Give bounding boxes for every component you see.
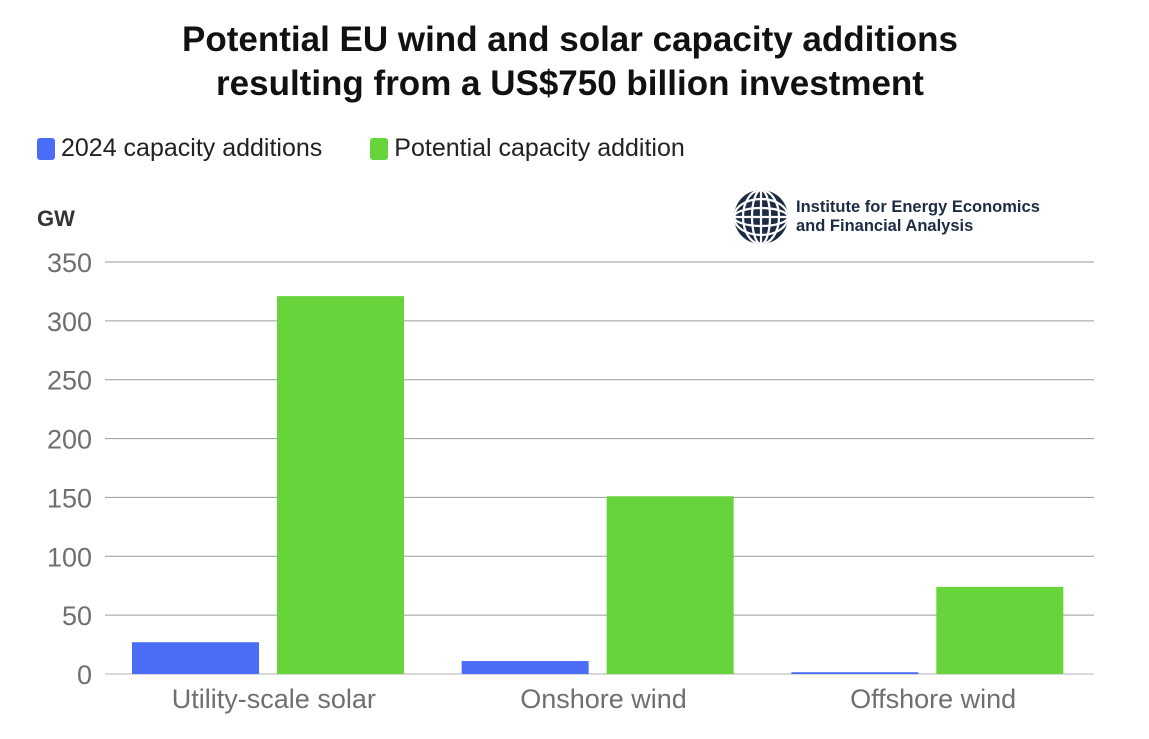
y-tick-label-200: 200 <box>47 425 92 455</box>
logo-text-line-2: and Financial Analysis <box>796 217 974 235</box>
bar-utility-scale-solar-series-2 <box>277 296 404 674</box>
legend-swatch-2024 <box>37 137 55 160</box>
legend-item-potential: Potential capacity addition <box>370 134 685 163</box>
x-category-label-1: Utility-scale solar <box>172 684 376 714</box>
y-tick-label-50: 50 <box>62 601 92 631</box>
legend-item-2024: 2024 capacity additions <box>37 134 322 163</box>
y-axis-unit-label: GW <box>37 206 75 231</box>
y-tick-label-150: 150 <box>47 483 92 513</box>
y-tick-label-250: 250 <box>47 366 92 396</box>
legend-swatch-potential <box>370 137 389 160</box>
y-tick-label-0: 0 <box>77 660 92 690</box>
y-tick-label-100: 100 <box>47 542 92 572</box>
x-category-label-2: Onshore wind <box>520 684 687 714</box>
y-tick-label-300: 300 <box>47 307 92 337</box>
legend: 2024 capacity additions Potential capaci… <box>37 134 733 163</box>
x-category-label-3: Offshore wind <box>850 684 1016 714</box>
bar-offshore-wind-series-1 <box>791 672 919 674</box>
globe-grid-icon <box>734 190 788 244</box>
chart-title: Potential EU wind and solar capacity add… <box>0 18 1140 106</box>
legend-label-2024: 2024 capacity additions <box>61 134 323 162</box>
bar-onshore-wind-series-2 <box>606 496 734 674</box>
bar-onshore-wind-series-1 <box>461 661 589 674</box>
ieefa-logo: Institute for Energy Economics and Finan… <box>732 188 1040 246</box>
chart-title-line-1: Potential EU wind and solar capacity add… <box>182 20 958 59</box>
legend-label-potential: Potential capacity addition <box>394 134 685 162</box>
logo-text-line-1: Institute for Energy Economics <box>796 198 1040 216</box>
chart-title-line-2: resulting from a US$750 billion investme… <box>216 64 924 103</box>
y-tick-label-350: 350 <box>47 248 92 278</box>
logo-text: Institute for Energy Economics and Finan… <box>796 198 1040 236</box>
bar-utility-scale-solar-series-1 <box>132 642 259 674</box>
bar-offshore-wind-series-2 <box>936 586 1064 674</box>
